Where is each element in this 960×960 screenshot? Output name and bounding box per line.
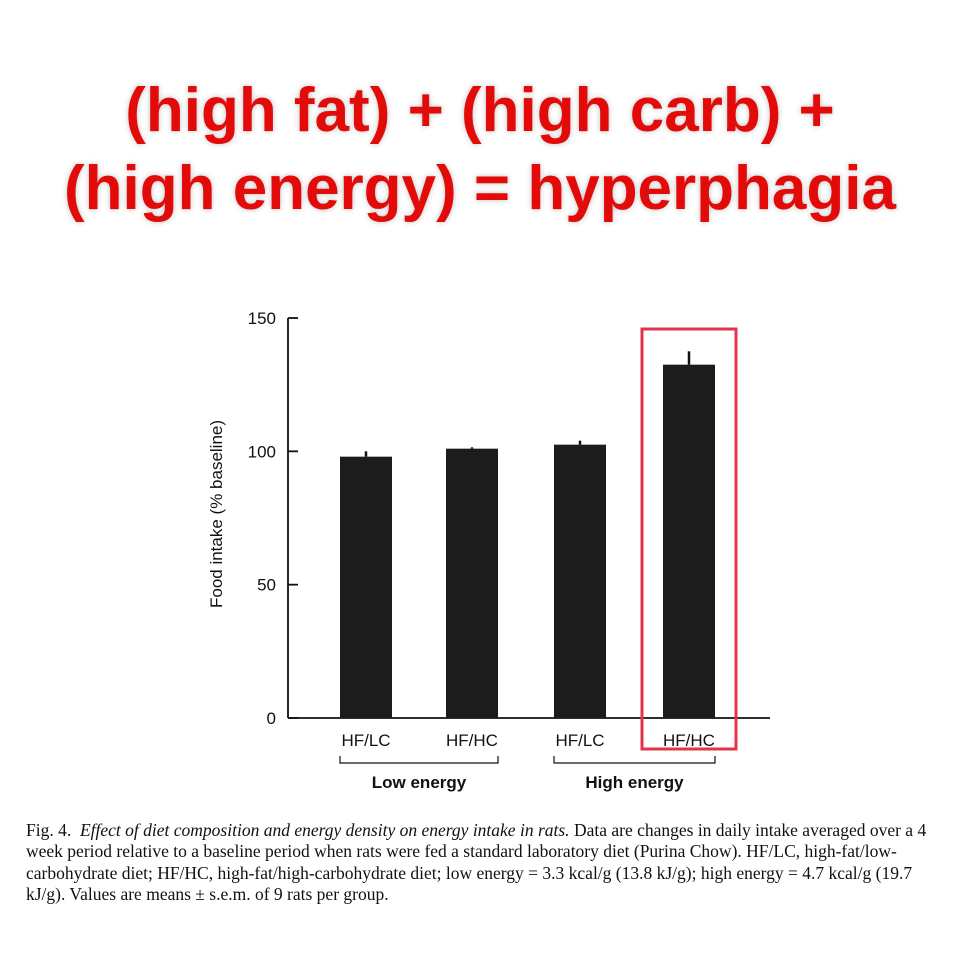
category-label: HF/LC [555,731,604,750]
bar [446,448,498,718]
highlight-box [640,327,738,751]
headline-line-1: (high fat) + (high carb) + [125,76,835,145]
group-bracket [339,756,499,764]
group-label: High energy [585,773,684,792]
figure-caption: Fig. 4. Effect of diet composition and e… [26,820,944,906]
headline-line-2: (high energy) = hyperphagia [64,154,896,223]
y-tick-label: 0 [267,709,276,728]
category-label: HF/LC [341,731,390,750]
y-axis-label: Food intake (% baseline) [207,420,226,608]
y-tick-label: 100 [248,442,276,461]
caption-title: Effect of diet composition and energy de… [79,820,570,840]
category-label: HF/HC [663,731,715,750]
group-bracket [553,756,716,764]
y-tick-label: 150 [248,309,276,328]
bar [663,364,715,718]
bar [554,444,606,718]
caption-label: Fig. 4. [26,820,72,840]
y-tick-label: 50 [257,576,276,595]
caption-text: Data are changes in daily intake average… [26,820,927,905]
category-label: HF/HC [446,731,498,750]
bar [340,456,392,718]
group-label: Low energy [372,773,467,792]
bar-chart: 0 50 100 150 Food intake (% baseline) HF/LC HF… [207,309,770,792]
